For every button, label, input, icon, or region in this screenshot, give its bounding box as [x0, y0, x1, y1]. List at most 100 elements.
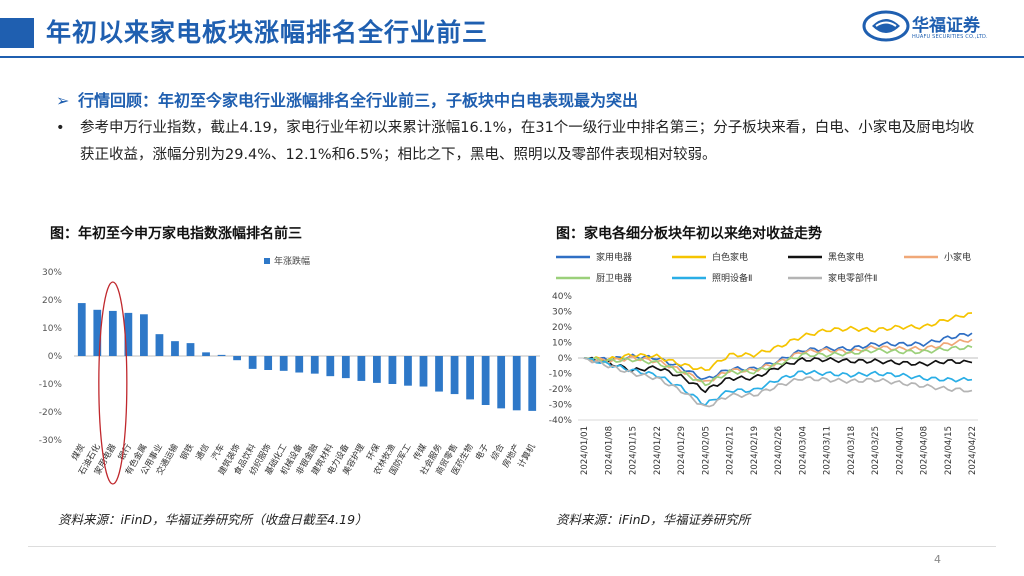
y-tick-label: 40%: [552, 292, 572, 302]
bar: [481, 356, 490, 405]
bar: [326, 356, 335, 377]
legend-label: 黑色家电: [828, 251, 864, 263]
bar: [419, 356, 428, 387]
right-chart-source: 资料来源：iFinD，华福证券研究所: [556, 512, 751, 527]
header-accent-bar: [0, 18, 34, 48]
legend-label: 白色家电: [712, 251, 748, 263]
bar: [217, 354, 226, 356]
legend-label: 照明设备Ⅱ: [712, 272, 752, 284]
series-line: [583, 357, 973, 408]
bar: [404, 356, 412, 386]
logo-emblem-icon: [862, 10, 910, 42]
page-title: 年初以来家电板块涨幅排名全行业前三: [46, 18, 489, 47]
bar: [93, 309, 102, 356]
bar: [202, 352, 210, 356]
y-tick-label: 0%: [48, 352, 63, 362]
bar: [171, 341, 179, 356]
x-tick-label: 2024/02/12: [726, 426, 736, 475]
bar: [341, 356, 350, 379]
y-tick-label: 30%: [42, 268, 62, 278]
bar: [435, 356, 443, 392]
header-divider: [0, 56, 1024, 58]
footer-divider: [28, 546, 996, 547]
x-tick-label: 通信: [194, 442, 212, 463]
x-tick-label: 2024/03/04: [798, 426, 808, 475]
x-tick-label: 2024/01/29: [677, 426, 687, 475]
y-tick-label: 0%: [558, 354, 573, 364]
x-tick-label: 2024/02/05: [701, 426, 711, 475]
arrow-bullet-icon: ➢: [56, 91, 70, 110]
x-tick-label: 2024/03/11: [823, 426, 833, 475]
bar: [264, 356, 273, 370]
bar: [310, 356, 319, 374]
bar: [186, 343, 195, 356]
legend-label: 年涨跌幅: [274, 255, 310, 267]
y-tick-label: 30%: [552, 308, 572, 318]
y-tick-label: -20%: [39, 408, 63, 418]
left-chart-source: 资料来源：iFinD，华福证券研究所（收盘日截至4.19）: [58, 512, 368, 527]
logo: [862, 10, 910, 42]
series-line: [583, 356, 973, 394]
x-tick-label: 钢铁: [178, 442, 196, 463]
legend-label: 家用电器: [596, 251, 632, 263]
series-line: [583, 344, 973, 387]
bar: [140, 314, 148, 356]
left-chart-caption: 图：年初至今申万家电指数涨幅排名前三: [50, 226, 302, 242]
y-tick-label: -10%: [39, 380, 63, 390]
bar: [155, 334, 164, 356]
bar: [497, 356, 506, 409]
x-tick-label: 2024/04/08: [920, 426, 930, 475]
page-number: 4: [934, 553, 941, 566]
logo-subtitle: HUAFU SECURITIES CO.,LTD.: [912, 34, 988, 40]
section-heading: ➢ 行情回顾：年初至今家电行业涨幅排名全行业前三，子板块中白电表现最为突出: [56, 87, 638, 111]
bar: [388, 356, 397, 384]
bar: [528, 356, 537, 411]
x-tick-label: 电子: [473, 442, 491, 463]
y-tick-label: 20%: [42, 296, 62, 306]
y-tick-label: 20%: [552, 323, 572, 333]
legend-label: 厨卫电器: [596, 272, 632, 284]
y-tick-label: 10%: [552, 339, 572, 349]
bar: [233, 356, 241, 361]
legend-swatch: [264, 258, 270, 264]
x-tick-label: 2024/01/01: [580, 426, 590, 475]
x-tick-label: 2024/01/22: [653, 426, 663, 475]
section-heading-text: 行情回顾：年初至今家电行业涨幅排名全行业前三，子板块中白电表现最为突出: [78, 91, 639, 110]
bar: [124, 312, 133, 356]
series-line: [583, 357, 973, 407]
bar: [373, 356, 381, 383]
logo-text: 华福证券: [912, 16, 980, 36]
y-tick-label: 10%: [42, 324, 62, 334]
series-line: [583, 312, 973, 372]
y-tick-label: -40%: [549, 416, 573, 426]
bar: [357, 356, 366, 381]
y-tick-label: -10%: [549, 370, 573, 380]
bar: [279, 356, 288, 371]
bar: [108, 310, 117, 356]
x-tick-label: 2024/02/19: [750, 426, 760, 475]
bar: [295, 356, 304, 373]
y-tick-label: -30%: [39, 436, 63, 446]
header: 年初以来家电板块涨幅排名全行业前三 华福证券 HUAFU SECURITIES …: [0, 0, 1024, 64]
bar: [512, 356, 521, 411]
legend-label: 家电零部件Ⅱ: [828, 272, 877, 284]
bullet-paragraph: • 参考申万行业指数，截止4.19，家电行业年初以来累计涨幅16.1%，在31个…: [56, 115, 976, 169]
x-tick-label: 2024/01/08: [604, 426, 614, 475]
x-tick-label: 2024/03/18: [847, 426, 857, 475]
series-line: [583, 332, 973, 381]
x-tick-label: 2024/01/15: [629, 426, 639, 475]
x-tick-label: 2024/04/01: [895, 426, 905, 475]
bar: [466, 356, 474, 400]
legend-label: 小家电: [944, 251, 971, 263]
y-tick-label: -20%: [549, 385, 573, 395]
bar-chart: 30%20%10%0%-10%-20%-30%年涨跌幅煤炭石油石化家用电器银行有…: [39, 255, 540, 485]
x-tick-label: 2024/04/15: [944, 426, 954, 475]
x-tick-label: 2024/04/22: [968, 426, 978, 475]
right-chart-caption: 图：家电各细分板块年初以来绝对收益走势: [556, 226, 822, 242]
bullet-dot-icon: •: [56, 120, 65, 136]
y-tick-label: -30%: [549, 401, 573, 411]
bar: [450, 356, 459, 395]
x-tick-label: 2024/02/26: [774, 426, 784, 475]
bar: [77, 303, 86, 356]
